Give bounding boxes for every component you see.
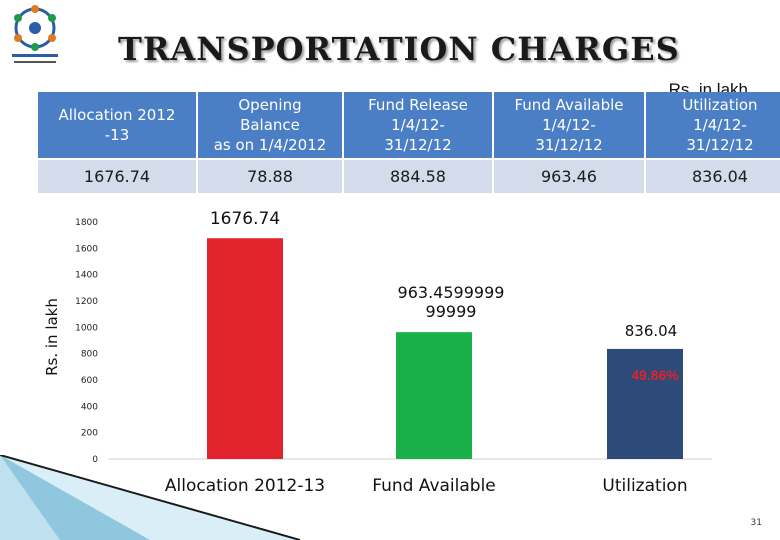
header-line: -13 [104,126,130,144]
corner-decoration [0,455,300,540]
y-tick-label: 800 [81,350,98,360]
logo-emblem [12,5,58,63]
organization-logo [12,5,58,63]
bar [607,348,683,459]
header-line: 1/4/12- [693,116,747,134]
cell-fund-release: 884.58 [343,158,494,193]
header-line: Fund Release [368,96,468,114]
data-label: 963.4599999 [398,283,505,302]
bar [396,332,472,459]
header-line: 1/4/12- [391,116,445,134]
y-tick-label: 1800 [75,218,98,228]
utilization-percentage: 49.86% [631,367,679,383]
y-tick-label: 400 [81,402,98,412]
x-tick-label: Fund Available [372,476,496,496]
y-tick-label: 1200 [75,297,98,307]
header-line: Opening [238,96,302,114]
y-tick-label: 600 [81,376,98,386]
cell-utilization: 836.04 [645,158,780,193]
data-label: 1676.74 [210,209,280,229]
header-line: Utilization [682,96,758,114]
bar [207,238,283,459]
cell-allocation: 1676.74 [38,158,198,193]
header-fund-available: Fund Available 1/4/12- 31/12/12 [493,92,646,159]
fund-table-row: 1676.74 78.88 884.58 963.46 836.04 [38,158,780,193]
header-line: Fund Available [514,96,624,114]
slide-title: TRANSPORTATION CHARGES [118,30,680,68]
x-tick-label: Utilization [602,476,687,496]
header-utilization: Utilization 1/4/12- 31/12/12 [645,92,780,159]
fund-table: Allocation 2012 -13 Opening Balance as o… [38,92,780,193]
fund-table-header-row: Allocation 2012 -13 Opening Balance as o… [38,92,780,159]
y-tick-label: 1600 [75,244,98,254]
cell-opening-balance: 78.88 [197,158,344,193]
x-tick-label: Allocation 2012-13 [165,476,325,496]
header-line: as on 1/4/2012 [213,136,327,154]
y-tick-label: 1400 [75,271,98,281]
header-line: 31/12/12 [535,136,603,154]
header-line: 31/12/12 [384,136,452,154]
header-opening-balance: Opening Balance as on 1/4/2012 [197,92,344,159]
header-line: Allocation 2012 [58,106,176,124]
page-number: 31 [750,518,762,528]
cell-fund-available: 963.46 [493,158,646,193]
header-allocation: Allocation 2012 -13 [38,92,198,159]
header-line: 31/12/12 [686,136,754,154]
header-line: Balance [240,116,300,134]
data-label: 836.04 [625,322,678,340]
data-label: 99999 [426,302,477,321]
y-tick-label: 0 [92,455,98,465]
header-fund-release: Fund Release 1/4/12- 31/12/12 [343,92,494,159]
header-line: 1/4/12- [542,116,596,134]
y-tick-label: 1000 [75,323,98,333]
y-tick-label: 200 [81,429,98,439]
